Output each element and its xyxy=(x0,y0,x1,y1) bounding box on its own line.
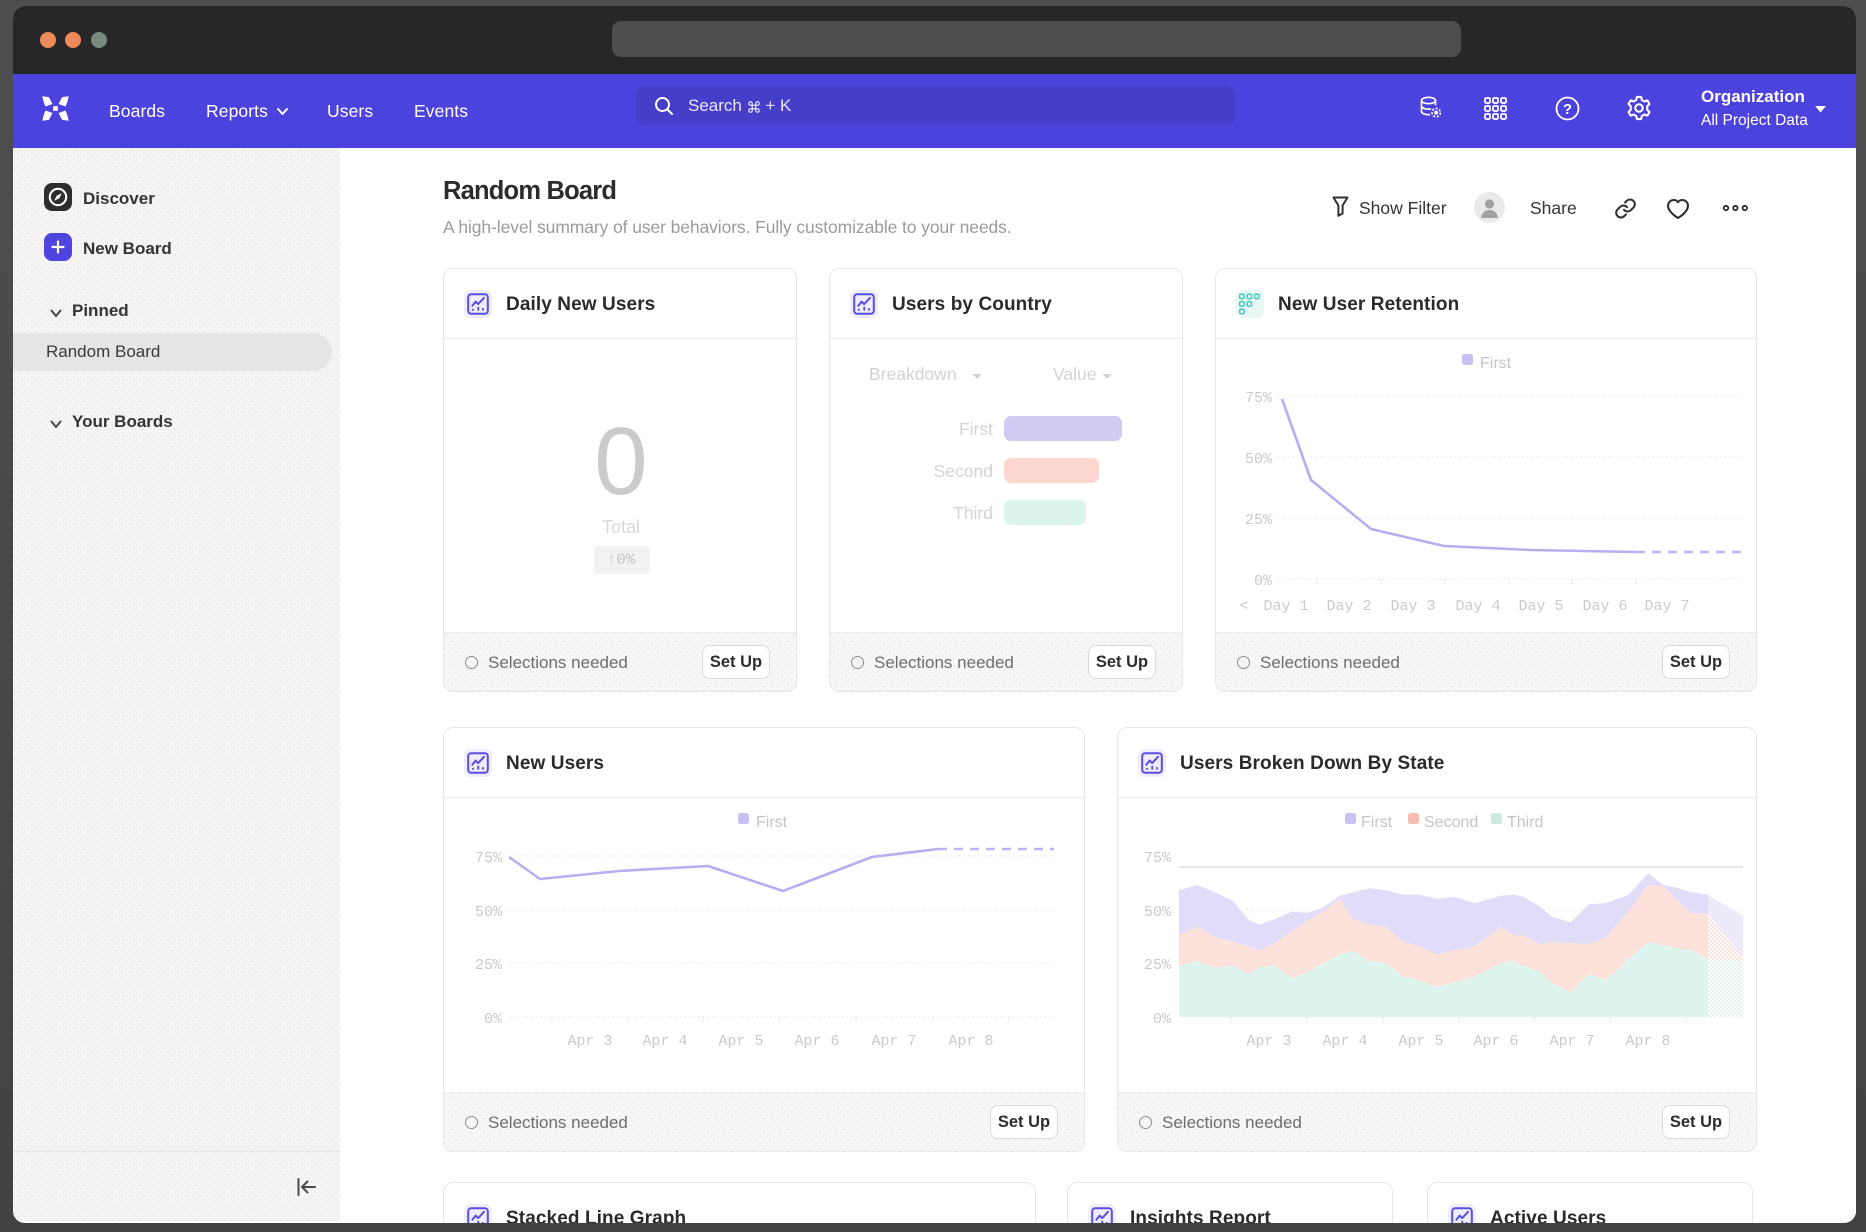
svg-text:First: First xyxy=(1480,355,1512,372)
svg-text:Apr 7: Apr 7 xyxy=(1549,1033,1594,1050)
svg-text:Day 7: Day 7 xyxy=(1644,598,1689,615)
svg-text:?: ? xyxy=(1563,101,1572,118)
svg-text:Day 6: Day 6 xyxy=(1582,598,1627,615)
svg-text:Apr 7: Apr 7 xyxy=(871,1033,916,1050)
svg-text:75%: 75% xyxy=(1245,390,1273,407)
svg-text:Day 5: Day 5 xyxy=(1518,598,1563,615)
svg-text:0%: 0% xyxy=(484,1011,503,1028)
svg-text:Day 1: Day 1 xyxy=(1263,598,1308,615)
svg-text:0%: 0% xyxy=(1153,1011,1172,1028)
svg-text:Apr 3: Apr 3 xyxy=(567,1033,612,1050)
svg-text:Apr 4: Apr 4 xyxy=(1322,1033,1367,1050)
svg-text:75%: 75% xyxy=(475,850,503,867)
svg-text:Apr 4: Apr 4 xyxy=(642,1033,687,1050)
svg-text:Apr 5: Apr 5 xyxy=(1398,1033,1443,1050)
svg-text:Day 2: Day 2 xyxy=(1326,598,1371,615)
svg-text:Apr 3: Apr 3 xyxy=(1246,1033,1291,1050)
svg-text:25%: 25% xyxy=(475,957,503,974)
svg-text:25%: 25% xyxy=(1144,957,1172,974)
svg-text:75%: 75% xyxy=(1144,850,1172,867)
svg-text:25%: 25% xyxy=(1245,512,1273,529)
svg-text:0%: 0% xyxy=(1254,573,1273,590)
svg-text:First: First xyxy=(1361,814,1393,831)
svg-text:Apr 8: Apr 8 xyxy=(948,1033,993,1050)
svg-text:<: < xyxy=(1239,598,1248,615)
svg-text:Second: Second xyxy=(1424,814,1478,831)
svg-text:Third: Third xyxy=(1507,814,1543,831)
svg-text:First: First xyxy=(756,814,788,831)
svg-text:Apr 5: Apr 5 xyxy=(718,1033,763,1050)
svg-text:50%: 50% xyxy=(475,904,503,921)
svg-text:Apr 6: Apr 6 xyxy=(1473,1033,1518,1050)
svg-text:Apr 6: Apr 6 xyxy=(794,1033,839,1050)
svg-text:Apr 8: Apr 8 xyxy=(1625,1033,1670,1050)
svg-text:Day 4: Day 4 xyxy=(1455,598,1500,615)
svg-text:50%: 50% xyxy=(1245,451,1273,468)
svg-text:50%: 50% xyxy=(1144,904,1172,921)
svg-text:Day 3: Day 3 xyxy=(1390,598,1435,615)
